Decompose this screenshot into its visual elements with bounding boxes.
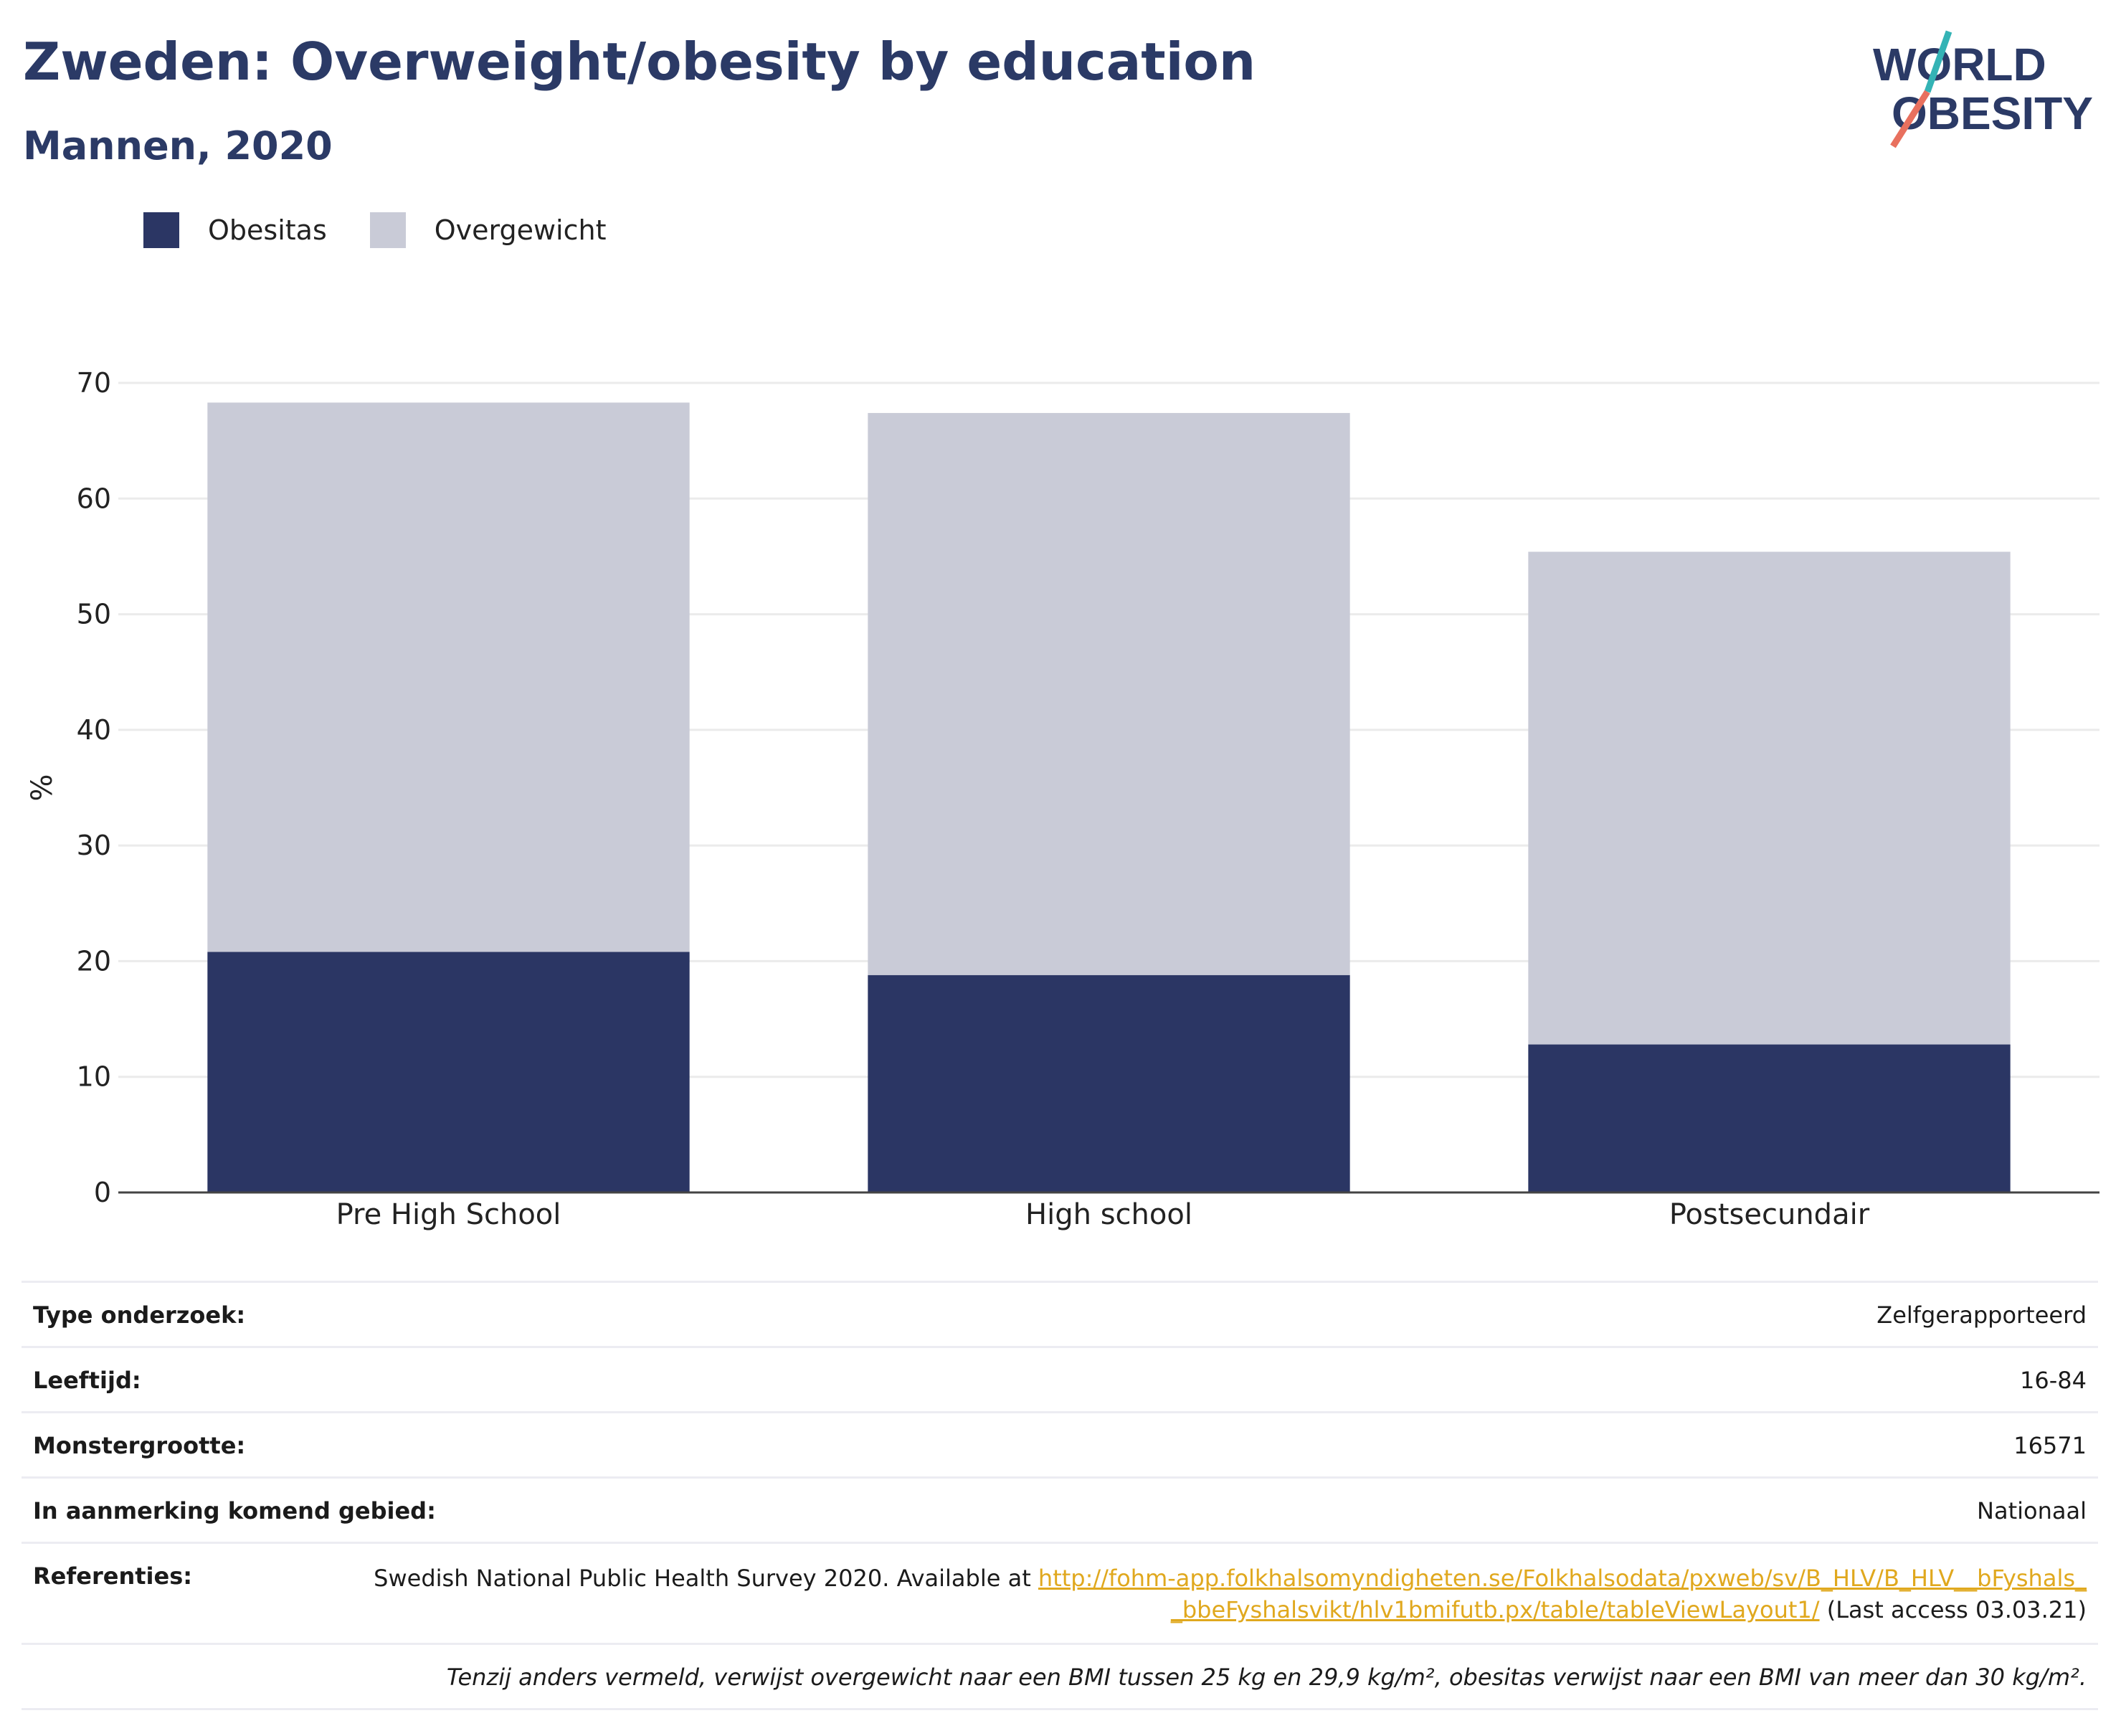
bar-overgewicht-3 [1528, 551, 2011, 1045]
x-tick-label: Pre High School [336, 1198, 561, 1231]
references-label: Referenties: [33, 1562, 193, 1590]
legend-item-obesitas[interactable]: Obesitas [143, 212, 327, 248]
y-tick-label: 40 [77, 714, 111, 746]
bar-overgewicht-2 [868, 412, 1350, 975]
info-row-age: Leeftijd: 16-84 [22, 1346, 2098, 1411]
logo-slash-red [1890, 90, 1930, 148]
area-value: Nationaal [1977, 1497, 2087, 1524]
age-value: 16-84 [2020, 1367, 2087, 1394]
legend-label-overgewicht: Overgewicht [434, 214, 607, 246]
area-label: In aanmerking komend gebied: [33, 1497, 436, 1524]
type-label: Type onderzoek: [33, 1301, 246, 1329]
type-value: Zelfgerapporteerd [1876, 1301, 2087, 1329]
info-table: Type onderzoek: Zelfgerapporteerd Leefti… [22, 1281, 2098, 1710]
references-link[interactable]: http://fohm-app.folkhalsomyndigheten.se/… [1038, 1565, 2087, 1623]
info-row-area: In aanmerking komend gebied: Nationaal [22, 1476, 2098, 1542]
chart-subtitle: Mannen, 2020 [23, 123, 333, 169]
y-tick-label: 50 [77, 599, 111, 630]
legend-label-obesitas: Obesitas [208, 214, 327, 246]
y-tick-label: 20 [77, 945, 111, 977]
y-tick-label: 0 [94, 1177, 111, 1208]
bar-obesitas-1 [207, 952, 690, 1192]
bar-chart: 0 10 20 30 40 50 60 70% Pre High School High scho… [26, 367, 2099, 1231]
bmi-note: Tenzij anders vermeld, verwijst overgewi… [22, 1643, 2098, 1710]
legend-swatch-obesitas [143, 212, 179, 248]
bar-obesitas-3 [1528, 1044, 2011, 1192]
legend-item-overgewicht[interactable]: Overgewicht [369, 212, 607, 248]
info-row-sample: Monstergrootte: 16571 [22, 1411, 2098, 1476]
chart-title: Zweden: Overweight/obesity by education [23, 32, 1256, 92]
sample-label: Monstergrootte: [33, 1432, 246, 1459]
info-row-references: Referenties: Swedish National Public Hea… [22, 1542, 2098, 1643]
references-suffix: (Last access 03.03.21) [1819, 1596, 2087, 1623]
references-value: Swedish National Public Health Survey 20… [366, 1562, 2087, 1626]
y-tick-label: 30 [77, 830, 111, 861]
legend-swatch-overgewicht [369, 212, 406, 248]
world-obesity-logo: WORLD OBESITY [1873, 30, 2093, 148]
age-label: Leeftijd: [33, 1367, 141, 1394]
x-tick-label: High school [1025, 1198, 1192, 1231]
logo-slash-teal [1924, 30, 1952, 93]
y-tick-label: 10 [77, 1061, 111, 1093]
chart-legend: Obesitas Overgewicht [143, 212, 650, 248]
y-axis-title: % [26, 774, 59, 801]
bar-overgewicht-1 [207, 402, 690, 952]
sample-value: 16571 [2013, 1432, 2087, 1459]
logo-line-1: WORLD [1873, 39, 2046, 90]
info-row-type: Type onderzoek: Zelfgerapporteerd [22, 1281, 2098, 1346]
y-tick-label: 70 [77, 367, 111, 399]
y-tick-label: 60 [77, 483, 111, 514]
x-tick-label: Postsecundair [1669, 1198, 1870, 1231]
bar-obesitas-2 [868, 974, 1350, 1192]
references-text: Swedish National Public Health Survey 20… [374, 1565, 1038, 1592]
